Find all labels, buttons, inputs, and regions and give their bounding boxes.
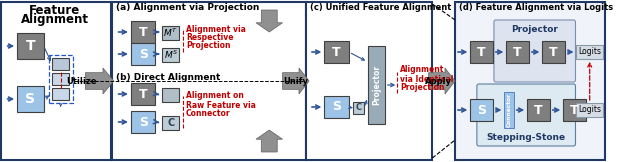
- Text: Projector: Projector: [372, 65, 381, 105]
- Text: Stepping-Stone: Stepping-Stone: [486, 133, 566, 143]
- Text: T: T: [139, 25, 147, 39]
- FancyBboxPatch shape: [52, 58, 69, 70]
- FancyBboxPatch shape: [455, 2, 605, 160]
- Text: Unify: Unify: [284, 76, 308, 86]
- Text: Feature: Feature: [29, 4, 81, 17]
- Text: Logits: Logits: [578, 105, 601, 115]
- FancyBboxPatch shape: [131, 111, 156, 133]
- Polygon shape: [256, 10, 282, 32]
- FancyBboxPatch shape: [131, 43, 156, 65]
- Text: T: T: [513, 46, 522, 58]
- Text: S: S: [26, 92, 35, 106]
- FancyBboxPatch shape: [17, 86, 44, 112]
- Text: Respective: Respective: [186, 33, 234, 41]
- FancyBboxPatch shape: [477, 84, 575, 146]
- Text: T: T: [139, 87, 147, 100]
- FancyBboxPatch shape: [306, 2, 433, 160]
- FancyBboxPatch shape: [52, 73, 69, 85]
- FancyBboxPatch shape: [324, 96, 349, 118]
- Text: S: S: [139, 47, 148, 60]
- Polygon shape: [256, 130, 282, 152]
- FancyBboxPatch shape: [563, 99, 586, 121]
- Polygon shape: [282, 68, 309, 94]
- Text: Connector: Connector: [507, 93, 511, 127]
- FancyBboxPatch shape: [542, 41, 565, 63]
- Text: C: C: [167, 118, 174, 128]
- FancyBboxPatch shape: [368, 46, 385, 124]
- FancyBboxPatch shape: [324, 41, 349, 63]
- Polygon shape: [429, 68, 455, 94]
- Text: T: T: [549, 46, 558, 58]
- Polygon shape: [85, 68, 114, 94]
- Text: Projection: Projection: [400, 83, 445, 93]
- FancyBboxPatch shape: [162, 26, 179, 40]
- Text: Logits: Logits: [578, 47, 601, 57]
- Text: C: C: [355, 104, 362, 112]
- FancyBboxPatch shape: [504, 92, 514, 128]
- Text: Apply: Apply: [424, 76, 451, 86]
- FancyBboxPatch shape: [470, 41, 493, 63]
- Text: Alignment: Alignment: [400, 65, 444, 75]
- Text: $M^T$: $M^T$: [163, 27, 178, 39]
- Text: Alignment: Alignment: [21, 12, 89, 25]
- Text: T: T: [26, 39, 35, 53]
- Text: Projection: Projection: [186, 40, 230, 50]
- Text: via Identical: via Identical: [400, 75, 454, 83]
- Text: S: S: [139, 116, 148, 128]
- Text: T: T: [332, 46, 341, 58]
- FancyBboxPatch shape: [52, 88, 69, 100]
- FancyBboxPatch shape: [353, 102, 364, 114]
- Text: T: T: [534, 104, 543, 116]
- FancyBboxPatch shape: [162, 88, 179, 102]
- Text: Raw Feature via: Raw Feature via: [186, 100, 256, 110]
- FancyBboxPatch shape: [131, 83, 156, 105]
- FancyBboxPatch shape: [17, 33, 44, 59]
- FancyBboxPatch shape: [527, 99, 550, 121]
- Text: Projector: Projector: [511, 24, 558, 34]
- FancyBboxPatch shape: [577, 103, 603, 117]
- Text: S: S: [477, 104, 486, 116]
- FancyBboxPatch shape: [494, 20, 575, 82]
- Text: (a) Alignment via Projection: (a) Alignment via Projection: [116, 4, 259, 12]
- Text: Connector: Connector: [186, 110, 230, 118]
- Text: (c) Unified Feature Alignment: (c) Unified Feature Alignment: [310, 4, 451, 12]
- Text: T: T: [570, 104, 579, 116]
- FancyBboxPatch shape: [1, 2, 111, 160]
- FancyBboxPatch shape: [162, 116, 179, 130]
- FancyBboxPatch shape: [470, 99, 493, 121]
- Text: T: T: [477, 46, 486, 58]
- FancyBboxPatch shape: [577, 45, 603, 59]
- Text: (d) Feature Alignment via Logits: (d) Feature Alignment via Logits: [459, 4, 613, 12]
- FancyBboxPatch shape: [131, 21, 156, 43]
- Text: (b) Direct Alignment: (b) Direct Alignment: [116, 74, 220, 82]
- FancyBboxPatch shape: [162, 48, 179, 62]
- Text: Alignment on: Alignment on: [186, 92, 244, 100]
- FancyBboxPatch shape: [112, 2, 306, 160]
- Text: Utilize: Utilize: [67, 76, 97, 86]
- Text: Alignment via: Alignment via: [186, 24, 246, 34]
- FancyBboxPatch shape: [506, 41, 529, 63]
- Text: S: S: [332, 100, 341, 114]
- Text: $M^S$: $M^S$: [163, 49, 178, 61]
